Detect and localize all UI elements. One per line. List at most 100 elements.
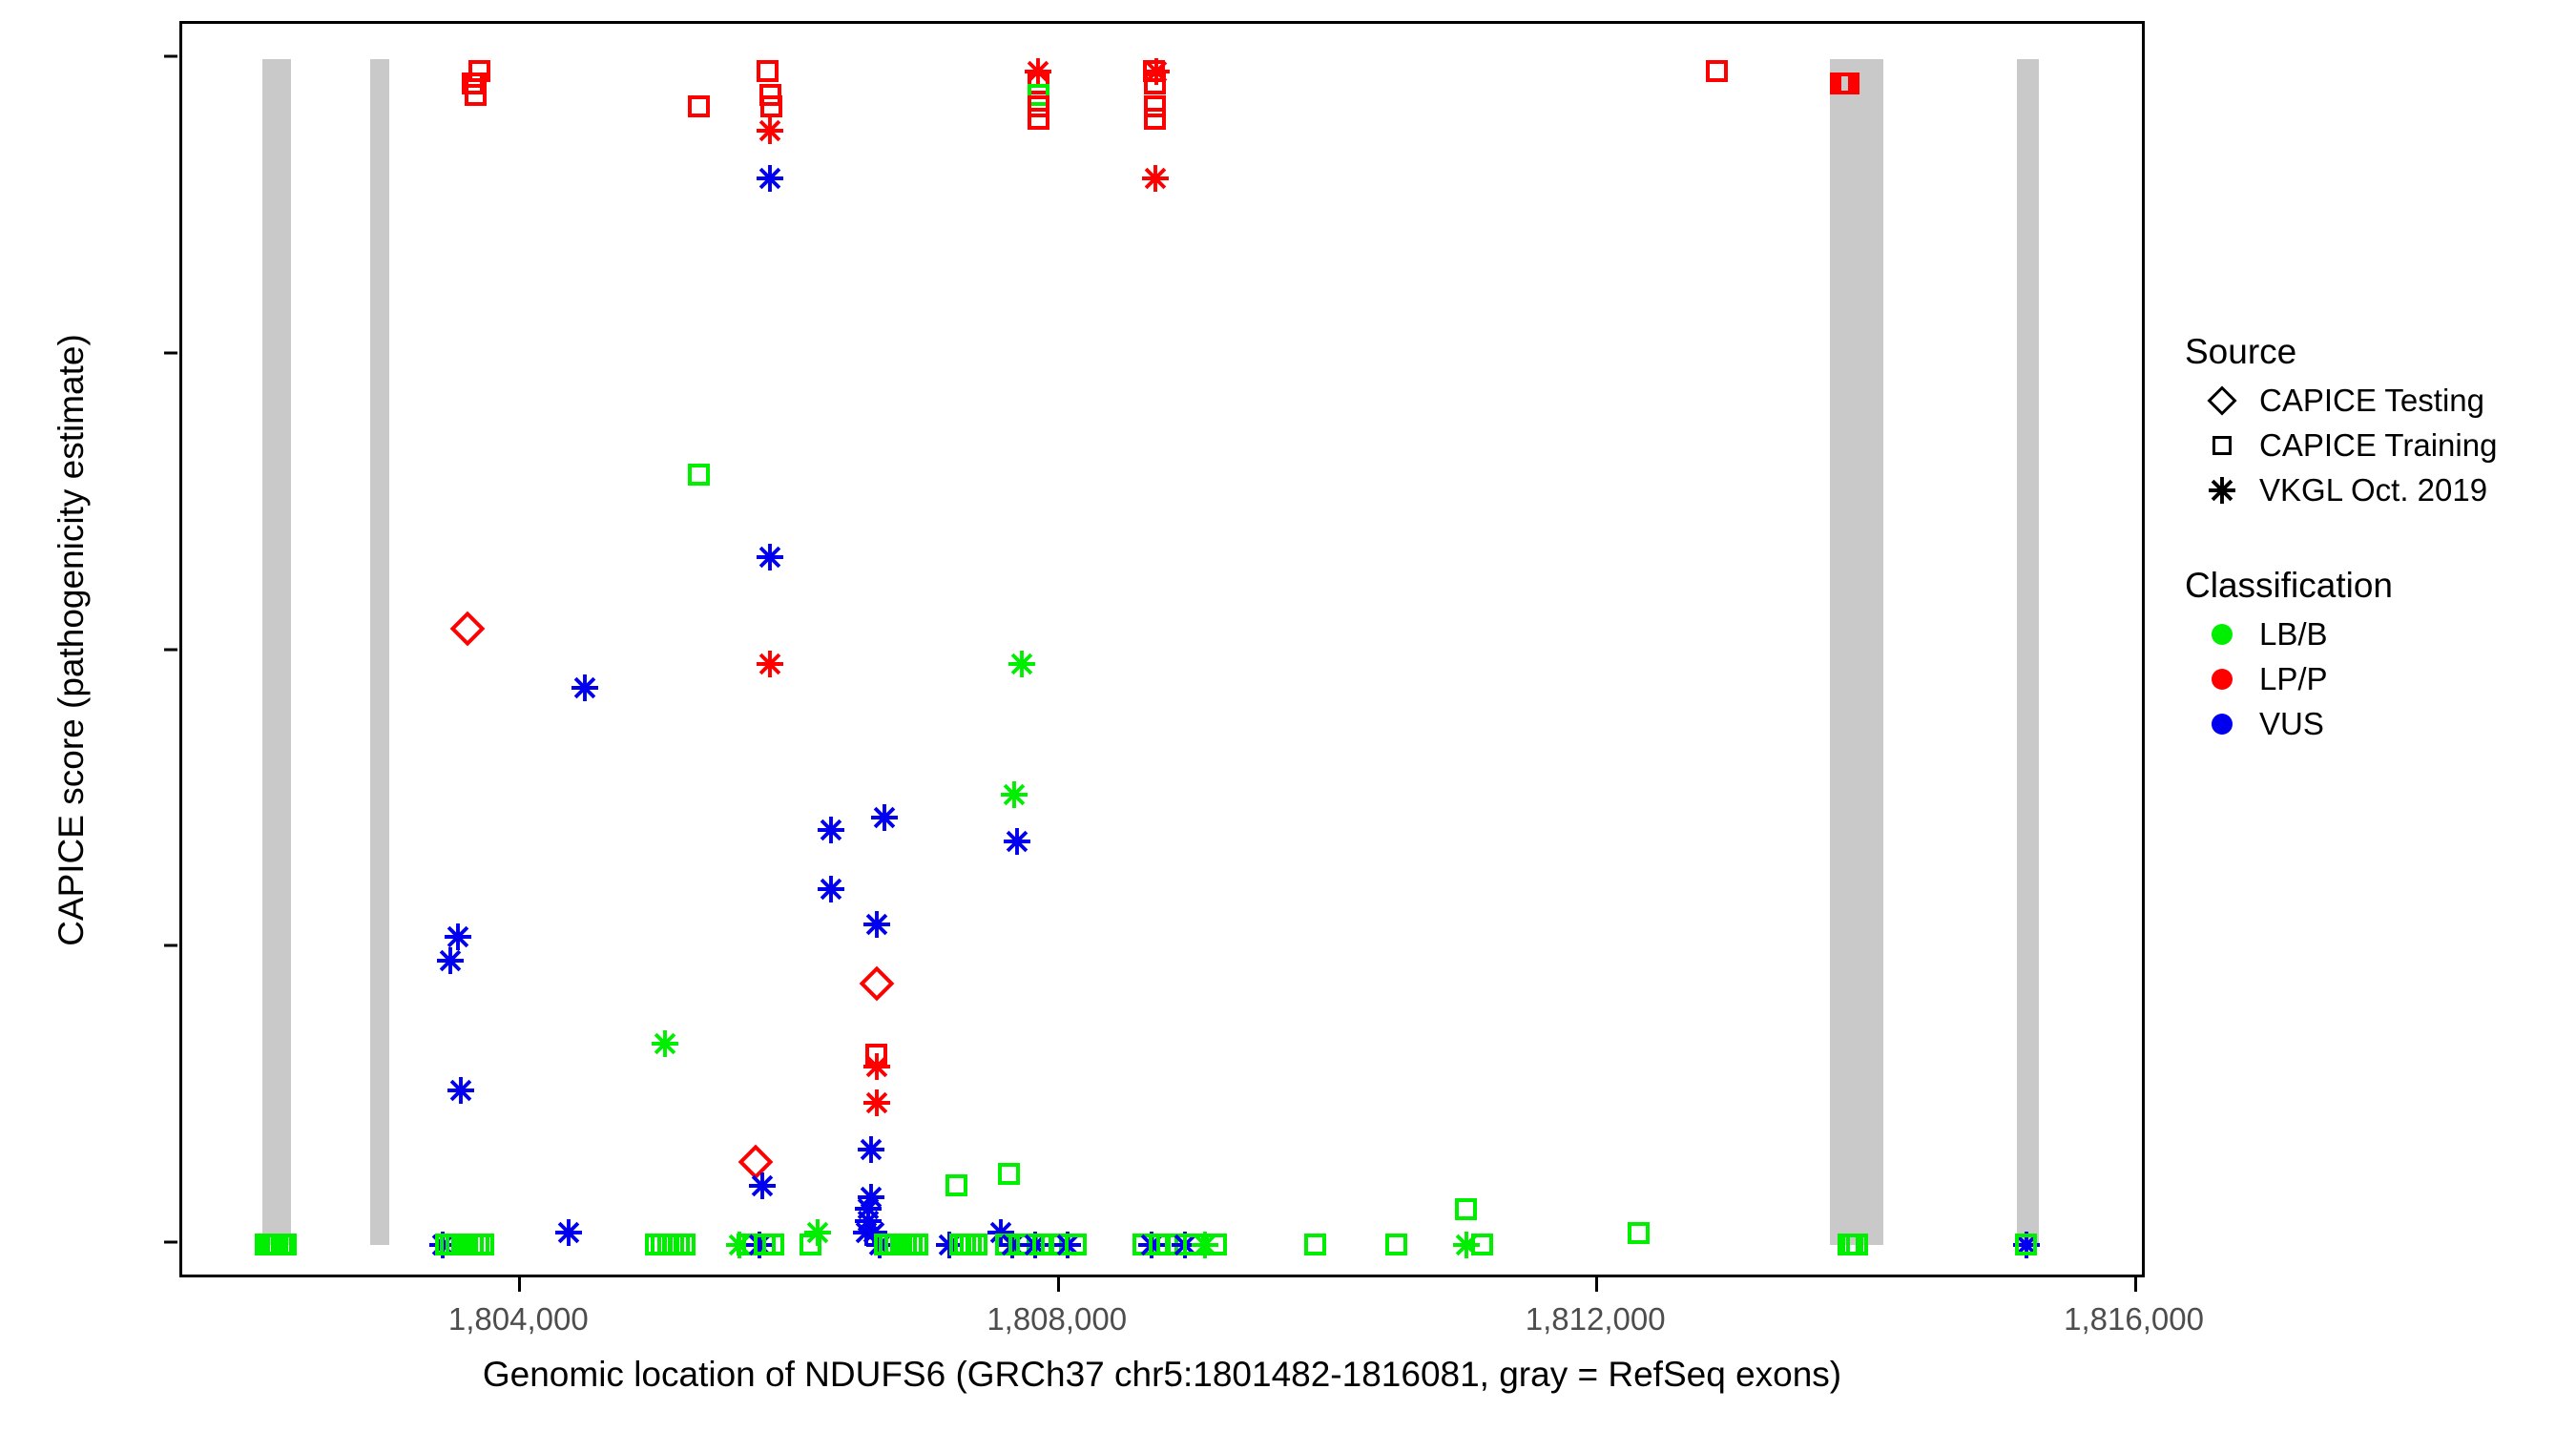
data-point — [756, 650, 784, 678]
data-point — [464, 84, 487, 107]
data-point — [447, 1076, 475, 1105]
data-point — [756, 164, 784, 193]
data-point — [1838, 72, 1860, 94]
data-point — [2015, 1234, 2038, 1256]
legend-diamond-icon — [2185, 384, 2259, 416]
y-tick-mark — [164, 944, 177, 947]
legend-circle-icon — [2185, 713, 2259, 735]
legend-item-source[interactable]: VKGL Oct. 2019 — [2185, 467, 2566, 512]
data-point — [817, 875, 845, 903]
data-point — [472, 1234, 495, 1256]
legend-item-label: VKGL Oct. 2019 — [2259, 471, 2488, 508]
data-point — [651, 1029, 679, 1058]
data-point — [817, 816, 845, 844]
data-point — [760, 95, 783, 118]
legend-circle-icon — [2185, 623, 2259, 645]
x-tick-mark — [518, 1277, 522, 1292]
data-point — [449, 611, 486, 647]
x-axis-label: Genomic location of NDUFS6 (GRCh37 chr5:… — [482, 1355, 1842, 1394]
legend-asterisk-icon — [2185, 476, 2259, 505]
data-point — [468, 60, 491, 83]
data-point — [859, 965, 895, 1002]
legend-item-label: CAPICE Training — [2259, 426, 2498, 463]
data-point — [1024, 57, 1052, 86]
data-point — [1008, 650, 1036, 678]
exon-band — [2016, 59, 2039, 1245]
data-point — [800, 1234, 822, 1256]
data-point — [803, 1218, 832, 1247]
data-point — [997, 1162, 1020, 1185]
data-point — [758, 84, 781, 107]
data-point — [1000, 780, 1028, 809]
data-point — [1144, 95, 1167, 118]
x-tick-mark — [2133, 1277, 2137, 1292]
data-point — [862, 910, 891, 939]
data-point — [1027, 95, 1049, 118]
legend-item-source[interactable]: CAPICE Testing — [2185, 378, 2566, 423]
data-point — [436, 946, 465, 975]
x-tick-mark — [1056, 1277, 1060, 1292]
plot-panel — [179, 21, 2145, 1277]
legend-square-icon — [2185, 435, 2259, 455]
y-axis-label: CAPICE score (pathogenicity estimate) — [52, 334, 91, 946]
exon-band — [1829, 59, 1884, 1245]
data-point — [274, 1234, 297, 1256]
data-point — [870, 803, 899, 832]
legend-item-classification[interactable]: LP/P — [2185, 656, 2566, 701]
x-tick-mark — [1595, 1277, 1599, 1292]
legend-title-source: Source — [2185, 332, 2297, 371]
data-point — [688, 463, 711, 486]
data-point — [444, 923, 472, 951]
legend-item-classification[interactable]: LB/B — [2185, 612, 2566, 656]
data-point — [571, 674, 599, 702]
y-tick-mark — [164, 1240, 177, 1244]
legend-item-label: LB/B — [2259, 615, 2328, 652]
data-point — [554, 1218, 583, 1247]
data-point — [862, 1052, 891, 1081]
x-tick-label: 1,812,000 — [1525, 1301, 1666, 1337]
y-tick-mark — [164, 351, 177, 355]
data-point — [1144, 72, 1167, 94]
data-point — [756, 543, 784, 571]
legend-item-label: LP/P — [2259, 660, 2328, 696]
data-point — [1471, 1234, 1494, 1256]
legend-title-classification: Classification — [2185, 566, 2393, 605]
data-point — [965, 1234, 987, 1256]
data-point — [945, 1174, 967, 1197]
exon-band — [370, 59, 389, 1245]
legend-circle-icon — [2185, 668, 2259, 690]
data-point — [1455, 1197, 1478, 1220]
data-point — [464, 72, 487, 94]
legend-item-classification[interactable]: VUS — [2185, 701, 2566, 746]
legend: Source CAPICE Testing CAPICE Training VKGL… — [2185, 332, 2566, 746]
x-tick-label: 1,816,000 — [2064, 1301, 2204, 1337]
legend-group-classification: LB/B LP/P VUS — [2185, 612, 2566, 746]
data-point — [1627, 1221, 1650, 1244]
data-point — [862, 1089, 891, 1117]
data-point — [1144, 107, 1167, 130]
data-point — [1204, 1234, 1227, 1256]
data-point — [688, 95, 711, 118]
data-point — [1705, 60, 1728, 83]
legend-item-label: CAPICE Testing — [2259, 382, 2484, 418]
data-point — [673, 1234, 696, 1256]
data-point — [1304, 1234, 1327, 1256]
data-point — [1027, 107, 1049, 130]
legend-item-label: VUS — [2259, 705, 2324, 741]
data-point — [1384, 1234, 1407, 1256]
plot-area — [182, 24, 2142, 1275]
data-point — [1141, 164, 1170, 193]
data-point — [757, 60, 779, 83]
legend-group-source: CAPICE Testing CAPICE Training VKGL Oct. 2… — [2185, 378, 2566, 512]
legend-spacer — [2185, 512, 2566, 566]
y-tick-mark — [164, 54, 177, 58]
legend-item-source[interactable]: CAPICE Training — [2185, 423, 2566, 467]
data-point — [1027, 84, 1049, 107]
data-point — [748, 1172, 777, 1200]
exon-band — [262, 59, 291, 1245]
data-point — [1065, 1234, 1088, 1256]
data-point — [857, 1135, 885, 1164]
y-tick-mark — [164, 648, 177, 651]
data-point — [1845, 1234, 1868, 1256]
